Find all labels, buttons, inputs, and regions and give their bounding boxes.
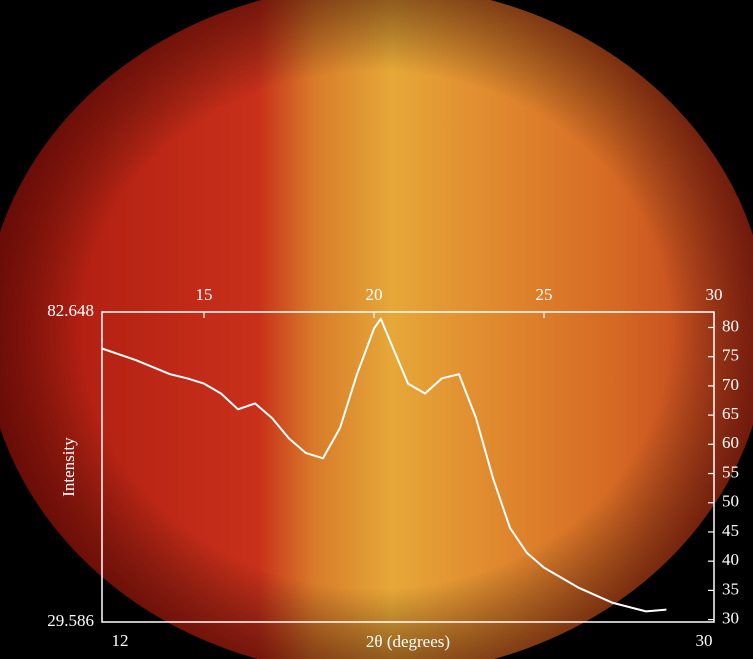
y-tick-label: 65 [722,404,739,423]
data-line [101,317,667,613]
plot-frame [101,311,715,623]
y-tick-label: 45 [722,521,739,540]
y-tick-label: 40 [722,550,739,569]
x-axis-label: 2θ (degrees) [366,632,450,651]
y-tick-label: 80 [722,316,739,335]
y-tick-label: 35 [722,579,739,598]
y-limit-label: 29.586 [47,611,94,630]
y-tick-label: 50 [722,492,739,511]
y-tick-label: 70 [722,375,739,394]
x-tick-label: 30 [706,285,723,304]
y-tick-label: 75 [722,346,739,365]
x-tick-label: 15 [196,285,213,304]
x-tick-label: 20 [366,285,383,304]
x-limit-label: 12 [112,631,129,650]
y-tick-label: 30 [722,608,739,627]
y-tick-label: 60 [722,433,739,452]
y-axis-label: Intensity [59,437,78,497]
x-tick-label: 25 [536,285,553,304]
x-limit-label: 30 [696,631,713,650]
y-tick-label: 55 [722,462,739,481]
y-limit-label: 82.648 [47,301,94,320]
